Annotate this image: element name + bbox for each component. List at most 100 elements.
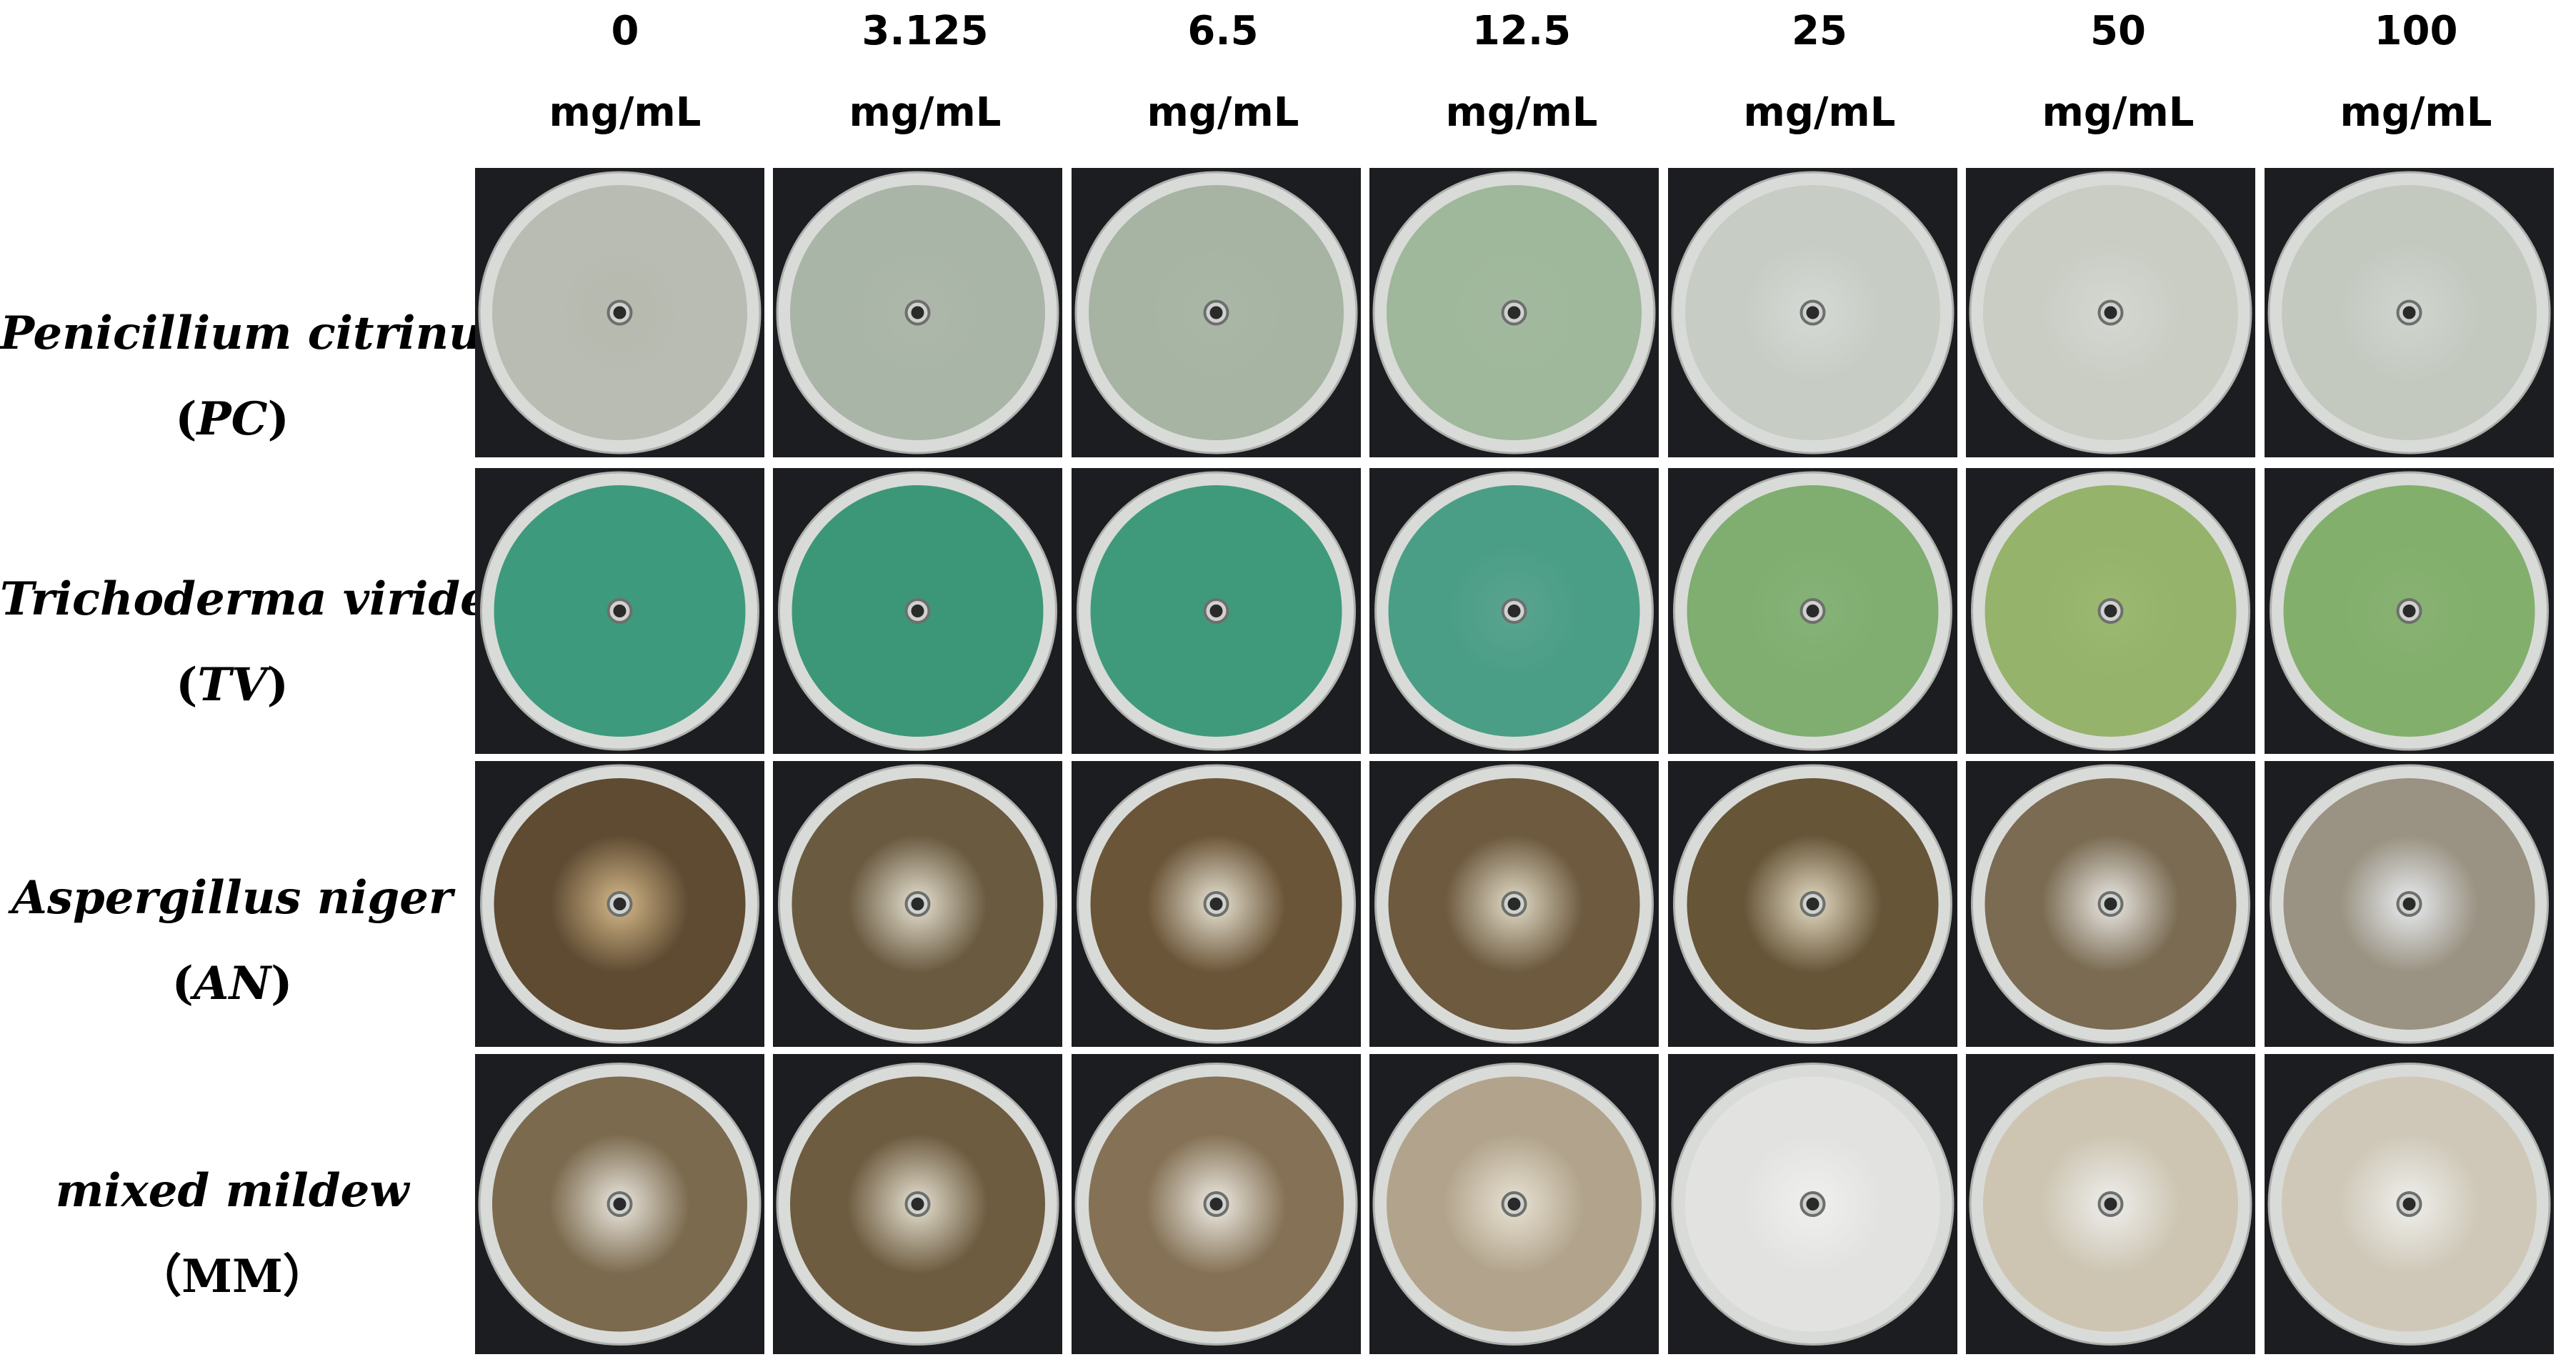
petri-dish-mm-6 — [2265, 1054, 2554, 1354]
petri-dish-photo — [1077, 764, 1356, 1044]
petri-dish-photo — [1074, 1063, 1358, 1346]
petri-dish-photo — [1671, 171, 1955, 454]
concentration-value: 100 — [2374, 8, 2458, 54]
petri-dish-photo — [1374, 471, 1654, 751]
petri-dish-photo — [2267, 1063, 2551, 1346]
petri-dish-tv-5 — [1966, 468, 2255, 754]
petri-dish-photo — [1372, 171, 1656, 454]
species-abbreviation: (PC) — [175, 392, 289, 446]
petri-dish-photo — [778, 764, 1057, 1044]
petri-dish-photo — [776, 1063, 1059, 1346]
species-name: Penicillium citrinum — [0, 307, 531, 360]
concentration-value: 3.125 — [862, 8, 989, 54]
petri-dish-an-5 — [1966, 761, 2255, 1047]
column-header-5: 50 mg/mL — [1975, 6, 2261, 139]
sample-well-hole — [1507, 605, 1521, 617]
petri-dish-tv-2 — [1072, 468, 1361, 754]
petri-dish-photo — [1074, 171, 1358, 454]
sample-well-hole — [2402, 1198, 2416, 1211]
concentration-unit: mg/mL — [549, 89, 702, 136]
row-label-an: Aspergillus niger (AN) — [0, 852, 464, 1023]
sample-well-hole — [613, 898, 626, 910]
petri-dish-photo — [480, 471, 759, 751]
concentration-value: 25 — [1792, 8, 1847, 54]
column-header-2: 6.5 mg/mL — [1080, 6, 1366, 139]
sample-well-hole — [1806, 605, 1819, 617]
sample-well-hole — [911, 898, 924, 910]
row-label-tv: Trichoderma viride (TV) — [0, 553, 489, 725]
petri-dish-photo — [480, 764, 759, 1044]
petri-dish-photo — [1673, 471, 1952, 751]
petri-dish-an-3 — [1369, 761, 1659, 1047]
sample-well-hole — [2104, 306, 2117, 319]
petri-dish-mm-1 — [773, 1054, 1062, 1354]
petri-dish-photo — [2270, 471, 2549, 751]
petri-dish-mm-2 — [1072, 1054, 1361, 1354]
sample-well-hole — [911, 1198, 924, 1211]
petri-dish-photo — [778, 471, 1057, 751]
petri-dish-pc-3 — [1369, 168, 1659, 457]
concentration-value: 0 — [611, 8, 639, 54]
petri-dish-mm-3 — [1369, 1054, 1659, 1354]
column-header-1: 3.125 mg/mL — [782, 6, 1068, 139]
petri-dish-photo — [1372, 1063, 1656, 1346]
species-name: Trichoderma viride — [0, 572, 489, 626]
sample-well-hole — [2402, 306, 2416, 319]
petri-dish-photo — [2267, 171, 2551, 454]
concentration-unit: mg/mL — [1445, 89, 1598, 136]
sample-well-hole — [1209, 306, 1223, 319]
species-abbreviation: (TV) — [176, 658, 289, 712]
petri-dish-photo — [2270, 764, 2549, 1044]
sample-well-hole — [613, 306, 626, 319]
sample-well-hole — [2104, 605, 2117, 617]
sample-well-hole — [1507, 898, 1521, 910]
sample-well-hole — [613, 1198, 626, 1211]
concentration-unit: mg/mL — [2340, 89, 2492, 136]
row-label-pc: Penicillium citrinum (PC) — [0, 287, 531, 459]
sample-well-hole — [911, 605, 924, 617]
petri-dish-an-2 — [1072, 761, 1361, 1047]
petri-dish-an-4 — [1668, 761, 1957, 1047]
petri-dish-photo — [478, 1063, 762, 1346]
petri-dish-tv-4 — [1668, 468, 1957, 754]
petri-dish-pc-4 — [1668, 168, 1957, 457]
species-name: mixed mildew — [55, 1164, 409, 1218]
sample-well-hole — [1209, 898, 1223, 910]
column-header-6: 100 mg/mL — [2273, 6, 2559, 139]
sample-well-hole — [1806, 898, 1819, 910]
petri-dish-photo — [1971, 471, 2250, 751]
sample-well-hole — [2104, 1198, 2117, 1211]
petri-dish-photo — [478, 171, 762, 454]
petri-dish-tv-0 — [475, 468, 764, 754]
column-header-3: 12.5 mg/mL — [1379, 6, 1664, 139]
petri-dish-photo — [1971, 764, 2250, 1044]
petri-dish-mm-4 — [1668, 1054, 1957, 1354]
concentration-unit: mg/mL — [2042, 89, 2195, 136]
petri-dish-mm-5 — [1966, 1054, 2255, 1354]
petri-dish-photo — [1969, 1063, 2252, 1346]
petri-dish-photo — [1673, 764, 1952, 1044]
row-label-mm: mixed mildew （MM） — [0, 1145, 464, 1316]
column-header-0: 0 mg/mL — [482, 6, 768, 139]
concentration-value: 6.5 — [1187, 8, 1259, 54]
sample-well-hole — [613, 605, 626, 617]
concentration-unit: mg/mL — [1147, 89, 1299, 136]
petri-dish-photo — [1077, 471, 1356, 751]
species-abbreviation: （MM） — [136, 1250, 329, 1303]
concentration-unit: mg/mL — [849, 89, 1002, 136]
petri-dish-tv-3 — [1369, 468, 1659, 754]
petri-dish-pc-1 — [773, 168, 1062, 457]
sample-well-hole — [2402, 898, 2416, 910]
petri-dish-an-0 — [475, 761, 764, 1047]
petri-dish-tv-1 — [773, 468, 1062, 754]
petri-dish-pc-6 — [2265, 168, 2554, 457]
petri-dish-photo — [1671, 1063, 1955, 1346]
sample-well-hole — [1209, 605, 1223, 617]
species-abbreviation: (AN) — [171, 957, 293, 1010]
column-header-4: 25 mg/mL — [1677, 6, 1962, 139]
concentration-value: 12.5 — [1472, 8, 1572, 54]
petri-dish-pc-5 — [1966, 168, 2255, 457]
petri-dish-an-6 — [2265, 761, 2554, 1047]
petri-dish-tv-6 — [2265, 468, 2554, 754]
